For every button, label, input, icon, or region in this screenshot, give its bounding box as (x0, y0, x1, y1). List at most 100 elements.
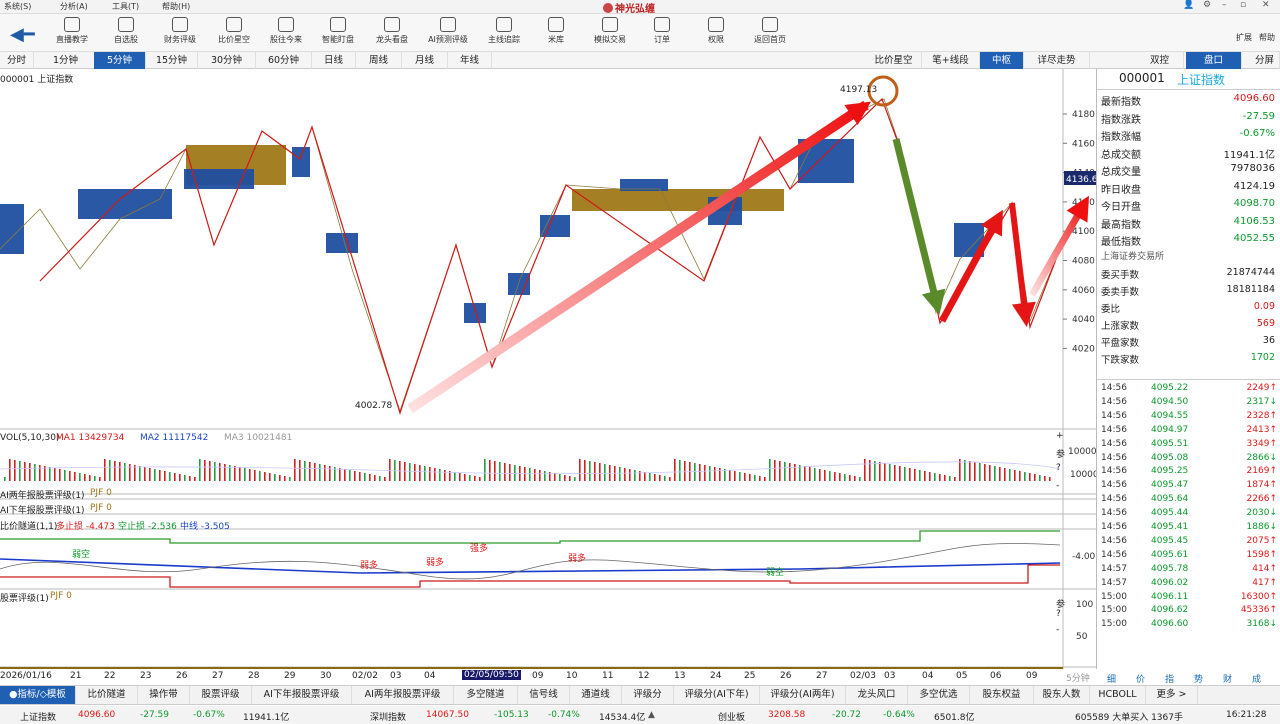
toolbar-item-12[interactable]: 权限 (686, 17, 746, 45)
toolbar-help[interactable]: 帮助 (1259, 33, 1275, 42)
indicator-tab-0[interactable]: ●指标/◇模板 (0, 686, 76, 704)
indicator-tab-13[interactable]: 多空优选 (908, 686, 970, 704)
toolbar-item-2[interactable]: 财务评级 (150, 17, 210, 45)
volume-bar (594, 462, 596, 481)
tunnel-tag: 弱空 (72, 550, 91, 560)
quote-bottom-tab[interactable]: 成 (1252, 675, 1262, 685)
view-tab-3[interactable]: 详尽走势 (1024, 52, 1090, 69)
indicator-tab-3[interactable]: 股票评级 (190, 686, 252, 704)
period-tab-9[interactable]: 年线 (448, 52, 492, 69)
volume-bar (69, 471, 71, 481)
period-tab-8[interactable]: 月线 (402, 52, 448, 69)
volume-bar (704, 465, 706, 481)
quote-bottom-tab[interactable]: 势 (1194, 675, 1204, 685)
rise-arrow-2 (938, 213, 1004, 323)
menu-help[interactable]: 帮助(H) (162, 2, 191, 11)
toolbar-item-0[interactable]: 直播教学 (42, 17, 102, 45)
toolbar-item-10[interactable]: 模拟交易 (580, 17, 640, 45)
menu-system[interactable]: 系统(S) (4, 2, 32, 11)
vol-ma1: MA1 13429734 (56, 433, 125, 443)
period-tab-4[interactable]: 30分钟 (198, 52, 256, 69)
volume-bar (419, 465, 421, 481)
view-tab-0[interactable]: 比价星空 (866, 52, 922, 69)
volume-bar (1014, 470, 1016, 481)
toolbar-item-5[interactable]: 智能盯盘 (308, 17, 368, 45)
toolbar-item-3[interactable]: 比价星空 (204, 17, 264, 45)
tick-row: 15:00 4096.11 16300↑ (1101, 592, 1277, 606)
indicator-tab-7[interactable]: 信号线 (518, 686, 570, 704)
period-tab-1[interactable]: 1分钟 (34, 52, 98, 69)
low-price-label: 4002.78 (355, 401, 393, 411)
toolbar-item-1[interactable]: 自选股 (96, 17, 156, 45)
period-tab-5[interactable]: 60分钟 (256, 52, 312, 69)
indicator-tab-14[interactable]: 股东权益 (970, 686, 1034, 704)
indicator-tab-1[interactable]: 比价隧道 (76, 686, 138, 704)
toolbar-item-11[interactable]: 订单 (632, 17, 692, 45)
volume-bar (59, 469, 61, 481)
volume-bar (564, 475, 566, 481)
period-tab-2[interactable]: 5分钟 (94, 52, 146, 69)
volume-bar (964, 460, 966, 481)
period-tab-7[interactable]: 周线 (356, 52, 402, 69)
right-tab-0[interactable]: 双控 (1136, 52, 1184, 69)
volume-bar (439, 469, 441, 481)
volume-bar (39, 465, 41, 481)
tick-price: 4095.22 (1151, 383, 1189, 393)
period-tab-6[interactable]: 日线 (312, 52, 356, 69)
indicator-tab-16[interactable]: HCBOLL (1090, 686, 1146, 704)
indicator-tab-9[interactable]: 评级分 (622, 686, 674, 704)
toolbar-item-6[interactable]: 龙头看盘 (362, 17, 422, 45)
period-tab-3[interactable]: 15分钟 (146, 52, 198, 69)
indicator-tab-5[interactable]: AI两年报股票评级 (352, 686, 454, 704)
volume-bar (424, 466, 426, 481)
volume-bar (659, 475, 661, 481)
quote-bottom-tab[interactable]: 价 (1136, 675, 1146, 685)
volume-bar (1049, 477, 1051, 481)
kline-chart-area[interactable]: 4180416041404120410040804060404040204136… (0, 69, 1096, 684)
maximize-icon[interactable]: ▫ (1240, 0, 1247, 10)
volume-bar (84, 474, 86, 481)
close-icon[interactable]: ✕ (1262, 0, 1270, 10)
indicator-tab-4[interactable]: AI下年报股票评级 (252, 686, 352, 704)
status-toggle-icon[interactable]: ▲ (648, 710, 655, 720)
quote-bottom-tab[interactable]: 指 (1165, 675, 1175, 685)
indicator-tab-17[interactable]: 更多 > (1146, 686, 1198, 704)
toolbar-item-label: 直播教学 (56, 35, 88, 44)
toolbar-item-13[interactable]: 返回首页 (740, 17, 800, 45)
indicator-tab-15[interactable]: 股东人数 (1034, 686, 1090, 704)
settings-icon[interactable]: ⚙ (1203, 0, 1212, 10)
minimize-icon[interactable]: – (1222, 0, 1227, 10)
menu-analysis[interactable]: 分析(A) (60, 2, 88, 11)
view-tab-1[interactable]: 笔+线段 (922, 52, 980, 69)
quote-bottom-tab[interactable]: 财 (1223, 675, 1233, 685)
toolbar-item-9[interactable]: 米库 (526, 17, 586, 45)
period-tab-0[interactable]: 分时 (0, 52, 34, 69)
indicator-tab-12[interactable]: 龙头风口 (846, 686, 908, 704)
toolbar-item-7[interactable]: AI预测评级 (418, 17, 478, 45)
kline-chart-svg[interactable]: 4180416041404120410040804060404040204136… (0, 69, 1096, 669)
toolbar-expand[interactable]: 扩展 (1236, 33, 1252, 42)
right-tab-1[interactable]: 盘口 (1186, 52, 1242, 69)
user-icon[interactable]: 👤 (1183, 0, 1195, 10)
volume-bar (24, 462, 26, 481)
status-time: 16:21:28 (1226, 710, 1267, 720)
quote-bottom-tab[interactable]: 细 (1107, 675, 1117, 685)
right-tab-2[interactable]: 分屏 (1250, 52, 1280, 69)
quote-row: 最高指数 4106.53 (1101, 214, 1275, 231)
toolbar-item-8[interactable]: 主线追踪 (474, 17, 534, 45)
volume-bar (724, 469, 726, 481)
toolbar-item-icon (172, 17, 188, 32)
indicator-tab-11[interactable]: 评级分(AI两年) (760, 686, 846, 704)
indicator-tab-10[interactable]: 评级分(AI下年) (674, 686, 760, 704)
menu-tools[interactable]: 工具(T) (112, 2, 140, 11)
back-arrow-icon[interactable]: ◀━ (10, 24, 35, 45)
view-tab-2[interactable]: 中枢 (980, 52, 1024, 69)
indicator-tab-2[interactable]: 操作带 (138, 686, 190, 704)
volume-bar (449, 471, 451, 481)
toolbar-item-4[interactable]: 股往今来 (256, 17, 316, 45)
blue-zone-box (326, 233, 358, 253)
indicator-tab-6[interactable]: 多空隧道 (454, 686, 518, 704)
tunnel-tag: 弱多 (360, 561, 379, 571)
quote-row-value: 0.09 (1253, 301, 1275, 312)
indicator-tab-8[interactable]: 通道线 (570, 686, 622, 704)
